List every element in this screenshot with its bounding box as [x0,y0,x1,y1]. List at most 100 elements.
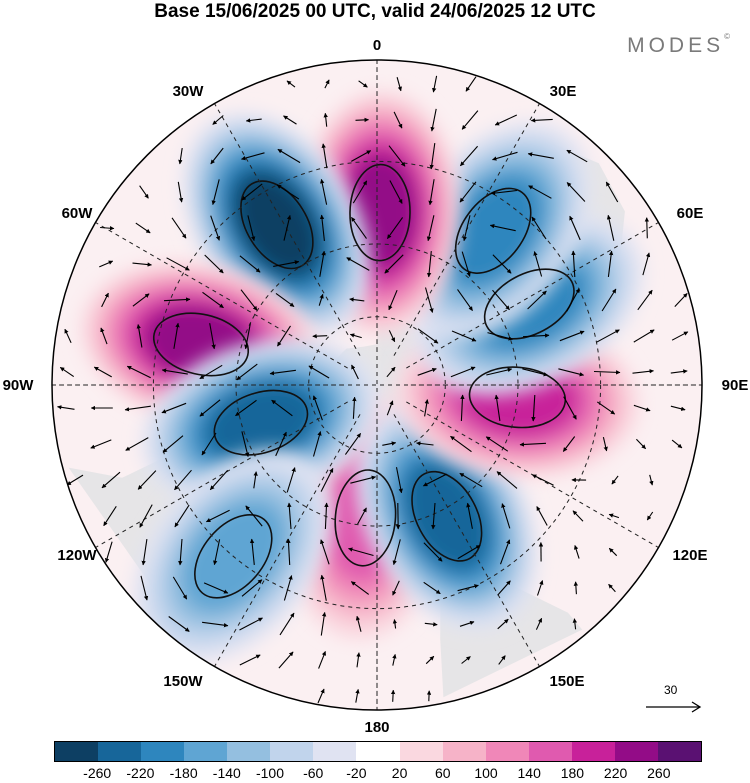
wind-arrow [239,255,261,273]
wind-arrow [352,396,357,419]
wind-arrow [386,217,404,239]
wind-arrow [241,431,250,458]
wind-arrow [571,250,576,278]
wind-arrow [596,401,616,415]
wind-arrow [241,579,263,597]
wind-arrow [100,226,115,231]
wind-arrow [671,439,683,449]
wind-arrow [528,185,552,199]
wind-arrow [492,254,512,274]
wind-arrow [319,214,325,241]
wind-arrow [632,369,654,374]
wind-arrow [178,538,183,566]
wind-arrow [559,330,585,342]
colorbar-tick-label: -20 [346,765,367,781]
wind-arrow [209,323,216,350]
wind-arrow [202,621,229,628]
colorbar-swatch [141,742,185,761]
wind-arrow [245,505,263,527]
wind-arrow [104,541,113,563]
anomaly-shading [80,90,644,663]
wind-arrow [462,215,471,242]
wind-arrow [277,148,301,164]
wind-arrow [563,396,577,420]
wind-arrow [244,323,251,350]
longitude-label: 0 [373,37,381,54]
wind-arrow [93,366,112,378]
reference-vector-arrow [646,701,702,713]
anomaly-contour [152,312,250,377]
wind-arrow [522,368,549,377]
wind-arrow [202,291,224,309]
wind-arrow [424,399,429,417]
wind-arrow [637,289,653,311]
wind-arrow [392,619,398,629]
wind-arrow [324,79,330,89]
wind-arrow [572,510,584,522]
colorbar-tick-label: 260 [647,765,671,781]
wind-arrow [318,293,324,306]
colorbar-swatch [528,742,572,761]
wind-arrow [566,288,580,312]
wind-arrow [487,332,513,341]
wind-arrow [428,179,435,206]
wind-arrow [139,185,149,199]
wind-arrow [173,322,180,349]
wind-arrow [271,399,293,417]
colorbar-tick-label: -100 [255,765,285,781]
wind-arrow [57,405,75,410]
wind-arrow [382,441,397,446]
wind-arrow [319,250,326,277]
wind-arrow [320,178,328,205]
wind-arrow [213,539,221,566]
wind-arrow [124,405,151,412]
colorbar [54,741,702,762]
meridian [214,103,361,356]
wind-arrow [451,330,477,342]
longitude-label: 60W [62,205,94,222]
wind-arrow [348,547,374,557]
longitude-labels: 0 30E 60E 90E 120E 150E 180 150W 120W 90W 60W 30W [3,37,749,736]
wind-arrow [605,181,619,203]
wind-arrow [126,365,151,379]
wind-arrow [101,471,121,489]
colorbar-tick-label: 60 [435,765,451,781]
wind-arrow [566,149,588,163]
wind-arrow [573,581,579,595]
wind-arrow [386,366,396,378]
wind-arrow [450,435,472,453]
wind-arrow [283,575,293,601]
anomaly-band [235,174,319,276]
wind-arrow [245,118,262,123]
colorbar-swatch [356,742,400,761]
wind-arrow [531,394,536,422]
wind-arrow [386,400,394,416]
wind-arrow [239,654,261,666]
wind-arrow [450,366,476,378]
wind-arrow [66,474,84,486]
wind-arrow [100,327,108,345]
wind-arrow [607,250,614,277]
wind-arrow [350,581,370,595]
wind-arrow [162,435,184,453]
wind-arrow [644,217,650,239]
wind-arrow [239,617,263,631]
brand-name: MODES [627,34,725,57]
wind-arrow [674,293,688,307]
colorbar-tick-label: 100 [474,765,498,781]
colorbar-swatch [485,742,529,761]
wind-arrow [125,437,149,451]
wind-arrow [64,328,72,344]
wind-arrow [461,656,471,664]
wind-arrow [569,215,581,241]
colorbar-tick-label: 220 [603,765,628,781]
wind-arrow [535,617,543,630]
longitude-label: 120E [672,547,707,564]
wind-arrow [572,618,578,630]
wind-arrow [492,289,510,311]
map-boundary [51,59,703,711]
wind-arrow [349,297,365,302]
wind-arrow [358,80,368,88]
wind-arrow [424,287,434,313]
wind-arrow [101,292,109,308]
